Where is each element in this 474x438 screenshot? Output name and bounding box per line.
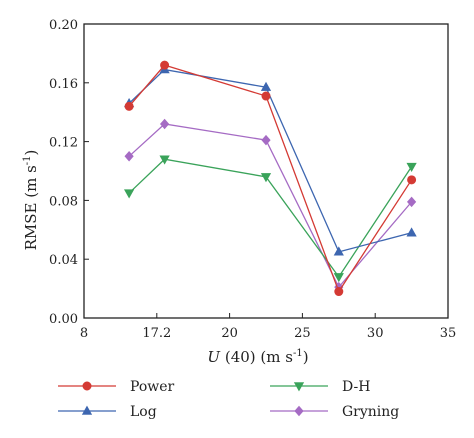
data-point [260, 173, 272, 183]
data-point [124, 101, 134, 111]
data-series [123, 60, 417, 297]
legend-item: Log [58, 404, 157, 420]
y-tick-label: 0.08 [49, 194, 78, 209]
data-point [159, 155, 170, 165]
legend: Power D-H Log Gryning [58, 379, 399, 420]
data-point [123, 189, 135, 199]
data-point [333, 246, 344, 256]
y-tick-label: 0.16 [49, 77, 78, 92]
data-point [160, 60, 170, 70]
legend-marker [81, 405, 93, 415]
x-tick-label: 20 [221, 326, 238, 341]
data-point [334, 287, 344, 297]
data-point [124, 151, 134, 162]
x-tick-label: 25 [294, 326, 311, 341]
data-point [406, 227, 417, 237]
x-tick-label: 30 [367, 326, 384, 341]
legend-marker [294, 405, 304, 417]
x-tick-label: 35 [440, 326, 457, 341]
series-line [128, 64, 413, 293]
data-point [333, 273, 344, 283]
legend-label: Gryning [342, 404, 399, 420]
y-tick-label: 0.12 [49, 136, 78, 151]
series-line [128, 123, 413, 289]
y-tick-label: 0.00 [49, 312, 78, 327]
data-point [406, 162, 417, 173]
legend-label: Power [130, 379, 175, 395]
y-tick-label: 0.04 [49, 253, 78, 268]
series-gryning [124, 118, 417, 293]
legend-label: Log [130, 404, 157, 420]
y-axis-label: RMSE (m s-1) [22, 150, 40, 251]
legend-item: Power [58, 379, 175, 395]
legend-marker [82, 381, 92, 391]
series-power [124, 60, 417, 297]
data-point [260, 81, 272, 91]
series-line [128, 158, 413, 278]
y-tick-label: 0.20 [49, 18, 78, 33]
axis-ticks: 0.00 0.04 0.08 0.12 0.16 0.20 8 17.2 20 25 30 35 [49, 18, 456, 341]
data-point [407, 196, 417, 208]
x-axis-label: U (40) (m s-1) [207, 348, 308, 366]
data-point [407, 175, 417, 185]
data-point [261, 91, 271, 101]
plot-frame [83, 23, 449, 319]
data-point [160, 118, 170, 130]
legend-label: D-H [342, 379, 370, 395]
legend-marker [293, 382, 305, 392]
plot-axes [83, 23, 449, 319]
legend-item: Gryning [270, 404, 399, 420]
legend-item: D-H [270, 379, 370, 395]
data-point [261, 134, 271, 146]
x-tick-label: 17.2 [142, 326, 171, 341]
x-tick-label: 8 [80, 326, 88, 341]
series-d-h [123, 155, 417, 283]
